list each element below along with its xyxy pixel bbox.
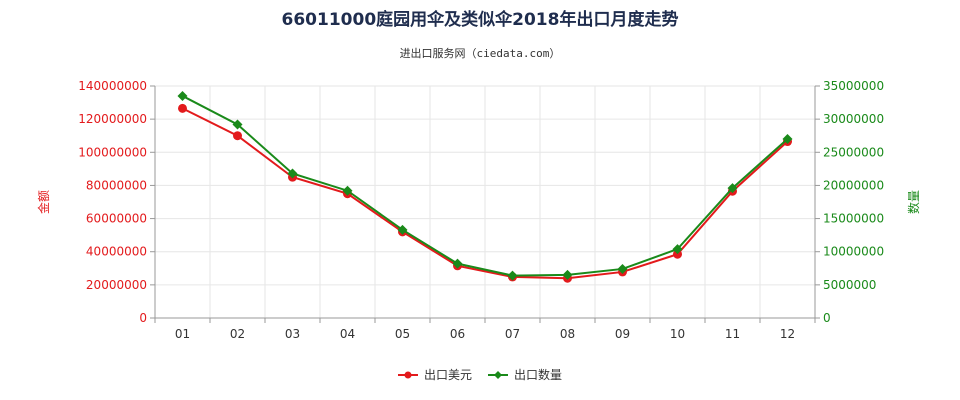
data-point-2 [342,185,353,196]
x-tick-label: 10 [670,327,685,341]
left-tick-label: 0 [139,311,147,325]
data-point-1 [673,249,682,259]
legend-label-2: 出口数量 [514,367,562,382]
x-tick-label: 01 [175,327,190,341]
x-tick-label: 07 [505,327,520,341]
data-point-2 [727,183,738,194]
left-tick-label: 140000000 [78,79,147,93]
x-tick-label: 09 [615,327,630,341]
x-tick-label: 06 [450,327,465,341]
chart-subtitle: 进出口服务网（ciedata.com） [400,46,561,60]
x-tick-label: 04 [340,327,355,341]
data-point-2 [177,90,188,101]
left-tick-label: 80000000 [86,178,147,192]
x-tick-label: 05 [395,327,410,341]
right-axis-title: 数量 [906,190,921,214]
right-tick-label: 25000000 [823,145,884,159]
series-line-2 [182,95,789,277]
data-point-2 [562,269,573,280]
series-line-1 [182,107,789,280]
legend-marker-1 [404,371,412,379]
legend-marker-2 [494,371,502,379]
legend-label-1: 出口美元 [424,368,472,382]
right-tick-label: 5000000 [823,278,876,292]
data-point-1 [233,131,242,141]
left-tick-label: 40000000 [86,245,147,259]
x-tick-label: 08 [560,327,575,341]
x-tick-label: 03 [285,327,300,341]
left-tick-label: 120000000 [78,112,147,126]
left-axis-title: 金额 [36,190,51,214]
chart-title: 66011000庭园用伞及类似伞2018年出口月度走势 [282,9,679,30]
right-tick-label: 20000000 [823,178,884,192]
x-tick-label: 02 [230,327,245,341]
data-point-2 [452,258,463,269]
legend: 出口美元 出口数量 [398,367,562,382]
right-tick-label: 15000000 [823,212,884,226]
right-tick-label: 35000000 [823,79,884,93]
left-tick-label: 20000000 [86,278,147,292]
x-tick-label: 12 [780,327,795,341]
data-point-2 [617,263,628,274]
grid-lines [155,85,815,318]
data-point-2 [287,168,298,179]
series-layer [177,90,793,283]
right-tick-label: 10000000 [823,245,884,259]
data-point-2 [672,244,683,255]
data-point-2 [782,134,793,145]
data-point-2 [507,270,518,281]
axes: 0 20000000 40000000 60000000 80000000 1000000… [36,79,921,341]
right-tick-label: 30000000 [823,112,884,126]
data-point-2 [232,119,243,130]
right-tick-label: 0 [823,311,831,325]
data-point-1 [178,103,187,113]
left-tick-label: 100000000 [78,145,147,159]
left-tick-label: 60000000 [86,212,147,226]
data-point-2 [397,224,408,235]
x-tick-label: 11 [725,327,740,341]
